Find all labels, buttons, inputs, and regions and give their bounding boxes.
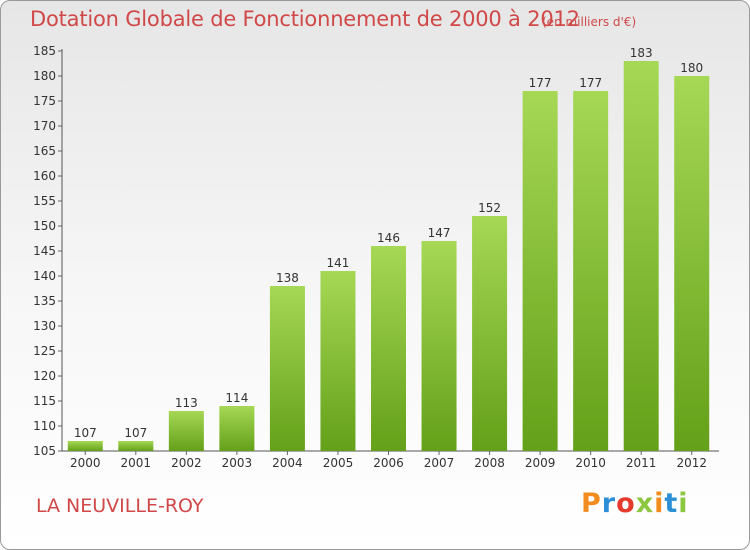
logo-letter: i	[654, 488, 665, 519]
x-tick-label: 2002	[171, 456, 202, 470]
bar-value-label: 107	[124, 426, 147, 440]
y-tick-label: 170	[33, 119, 56, 133]
bar	[269, 286, 305, 451]
y-tick-label: 135	[33, 294, 56, 308]
x-tick-label: 2012	[676, 456, 707, 470]
bar-value-label: 114	[225, 391, 248, 405]
bar-value-label: 138	[276, 271, 299, 285]
bar-value-label: 113	[175, 396, 198, 410]
x-tick-label: 2011	[626, 456, 657, 470]
x-tick-label: 2005	[323, 456, 354, 470]
bar-value-label: 177	[579, 76, 602, 90]
y-tick-label: 110	[33, 419, 56, 433]
x-tick-label: 2009	[525, 456, 556, 470]
bar	[219, 406, 255, 451]
bar-value-label: 141	[327, 256, 350, 270]
y-tick-label: 165	[33, 144, 56, 158]
logo-letter: t	[664, 488, 679, 519]
y-tick-label: 150	[33, 219, 56, 233]
y-tick-label: 115	[33, 394, 56, 408]
bar	[674, 76, 710, 451]
y-tick-label: 145	[33, 244, 56, 258]
x-tick-label: 2003	[222, 456, 253, 470]
y-tick-label: 105	[33, 444, 56, 458]
chart-title: Dotation Globale de Fonctionnement de 20…	[30, 7, 580, 31]
bar	[118, 441, 154, 451]
bar-value-label: 180	[680, 61, 703, 75]
bar	[168, 411, 204, 451]
y-tick-label: 180	[33, 69, 56, 83]
commune-name: LA NEUVILLE-ROY	[36, 495, 204, 517]
y-tick-label: 140	[33, 269, 56, 283]
y-tick-label: 175	[33, 94, 56, 108]
bar	[320, 271, 356, 451]
proxiti-logo: Proxiti	[581, 488, 689, 519]
x-tick-label: 2004	[272, 456, 303, 470]
bar	[421, 241, 457, 451]
chart-unit: (en milliers d'€)	[542, 15, 637, 29]
logo-letter: o	[616, 488, 636, 519]
x-tick-label: 2006	[373, 456, 404, 470]
x-tick-label: 2001	[121, 456, 152, 470]
y-tick-label: 160	[33, 169, 56, 183]
logo-letter: x	[635, 488, 655, 519]
bar-value-label: 146	[377, 231, 400, 245]
logo-letter: i	[678, 488, 689, 519]
y-tick-label: 125	[33, 344, 56, 358]
bar	[472, 216, 508, 451]
bar-value-label: 177	[529, 76, 552, 90]
y-tick-label: 185	[33, 44, 56, 58]
bar	[371, 246, 406, 451]
logo-letter: P	[581, 488, 602, 519]
x-tick-label: 2008	[474, 456, 505, 470]
y-tick-label: 155	[33, 194, 56, 208]
logo-letter: r	[601, 488, 617, 519]
bar	[623, 61, 659, 451]
x-tick-label: 2000	[70, 456, 101, 470]
bar-value-label: 152	[478, 201, 501, 215]
bar	[573, 91, 609, 451]
y-tick-label: 120	[33, 369, 56, 383]
x-tick-label: 2010	[575, 456, 606, 470]
y-tick-label: 130	[33, 319, 56, 333]
x-tick-label: 2007	[424, 456, 455, 470]
bar-value-label: 147	[428, 226, 451, 240]
bar	[67, 441, 103, 451]
bar	[522, 91, 558, 451]
bar-value-label: 183	[630, 46, 653, 60]
bar-value-label: 107	[74, 426, 97, 440]
